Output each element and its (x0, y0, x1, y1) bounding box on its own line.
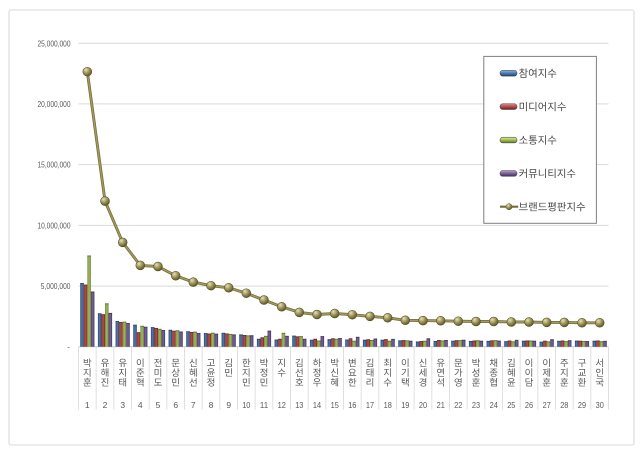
svg-text:20,000,000: 20,000,000 (38, 99, 71, 109)
svg-text:23: 23 (472, 400, 480, 410)
svg-text:19: 19 (401, 400, 409, 410)
svg-text:15,000,000: 15,000,000 (38, 160, 71, 170)
svg-text:10,000,000: 10,000,000 (38, 221, 71, 231)
svg-text:16: 16 (348, 400, 356, 410)
svg-text:3: 3 (120, 400, 125, 410)
svg-text:22: 22 (454, 400, 462, 410)
svg-text:28: 28 (560, 400, 568, 410)
svg-text:26: 26 (525, 400, 533, 410)
svg-text:9: 9 (226, 400, 231, 410)
svg-text:29: 29 (578, 400, 586, 410)
svg-text:13: 13 (295, 400, 303, 410)
svg-text:7: 7 (191, 400, 196, 410)
svg-text:5: 5 (156, 400, 161, 410)
svg-text:15: 15 (331, 400, 339, 410)
svg-text:11: 11 (260, 400, 268, 410)
svg-text:10: 10 (242, 400, 250, 410)
svg-text:-: - (67, 342, 70, 352)
svg-text:27: 27 (543, 400, 551, 410)
svg-text:12: 12 (278, 400, 286, 410)
svg-text:14: 14 (313, 400, 321, 410)
svg-text:6: 6 (173, 400, 178, 410)
svg-text:18: 18 (384, 400, 392, 410)
svg-text:4: 4 (138, 400, 143, 410)
svg-text:5,000,000: 5,000,000 (41, 281, 71, 291)
svg-text:1: 1 (85, 400, 90, 410)
svg-text:24: 24 (490, 400, 498, 410)
svg-text:20: 20 (419, 400, 427, 410)
svg-text:8: 8 (209, 400, 214, 410)
svg-text:17: 17 (366, 400, 374, 410)
svg-text:30: 30 (596, 400, 604, 410)
svg-text:2: 2 (103, 400, 108, 410)
svg-text:21: 21 (437, 400, 445, 410)
svg-text:25,000,000: 25,000,000 (38, 38, 71, 48)
svg-text:25: 25 (507, 400, 515, 410)
